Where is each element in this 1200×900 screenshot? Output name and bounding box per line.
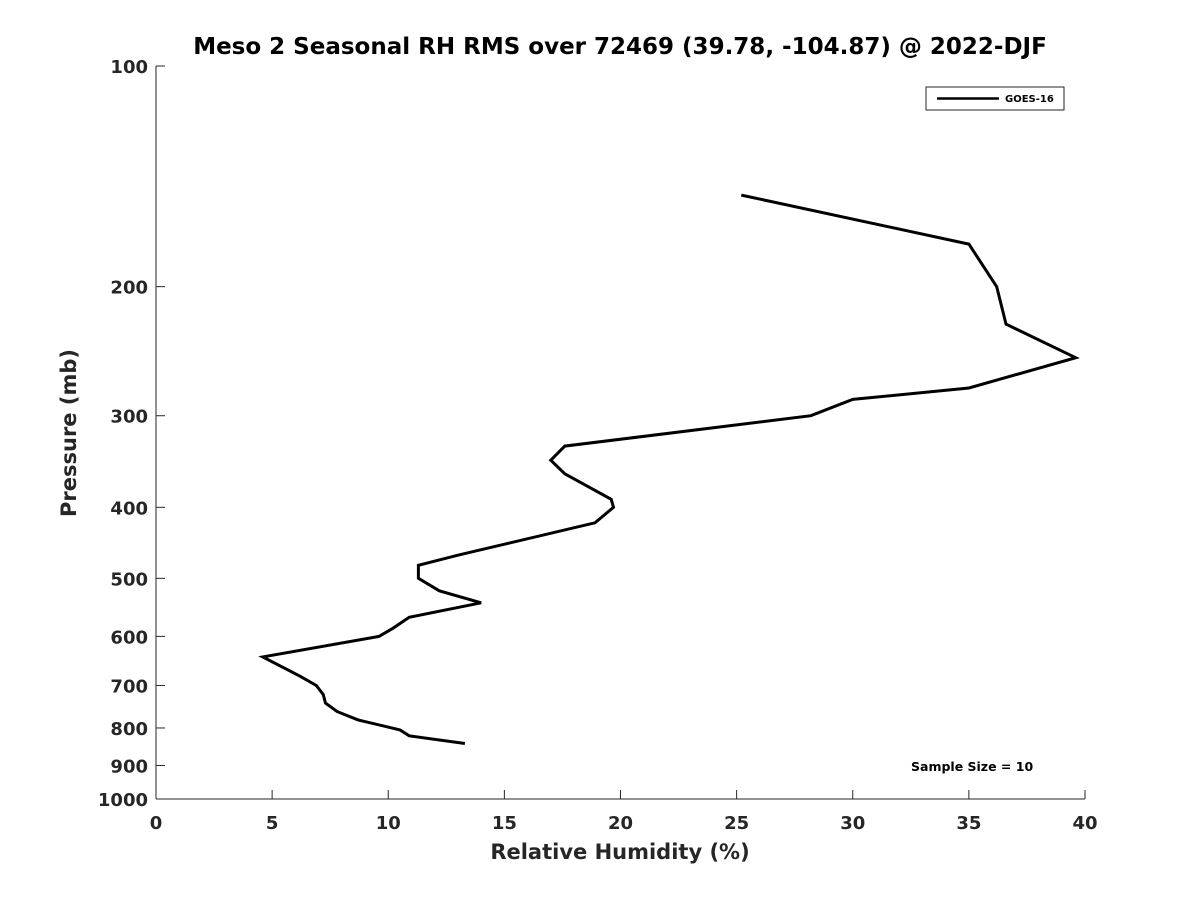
y-tick-label: 900	[110, 756, 148, 777]
y-tick-label: 700	[110, 676, 148, 697]
y-tick-label: 1000	[98, 790, 148, 811]
series-line-goes-16	[258, 193, 1080, 745]
x-tick-label: 25	[724, 813, 749, 834]
y-tick-label: 800	[110, 719, 148, 740]
y-tick-label: 100	[110, 57, 148, 78]
x-axis-label: Relative Humidity (%)	[490, 840, 749, 864]
plot-area	[156, 66, 1085, 799]
x-tick-label: 10	[376, 813, 401, 834]
y-tick-label: 300	[110, 407, 148, 428]
x-tick-label: 20	[608, 813, 633, 834]
x-tick-label: 40	[1072, 813, 1097, 834]
legend-label-goes-16: GOES-16	[1005, 94, 1054, 105]
legend: GOES-16	[925, 86, 1065, 111]
y-axis-ticks: 100 200 300 400 500 600 700 800 900 1000	[98, 57, 165, 811]
x-tick-label: 5	[266, 813, 279, 834]
chart-title: Meso 2 Seasonal RH RMS over 72469 (39.78…	[193, 34, 1047, 60]
y-tick-label: 600	[110, 627, 148, 648]
y-tick-label: 200	[110, 278, 148, 299]
series-group	[258, 193, 1080, 745]
y-axis-label: Pressure (mb)	[57, 349, 81, 517]
y-tick-label: 500	[110, 569, 148, 590]
x-axis-ticks: 0 5 10 15 20 25 30 35 40	[150, 790, 1098, 834]
sample-size-annotation: Sample Size = 10	[911, 759, 1033, 774]
x-tick-label: 30	[840, 813, 865, 834]
y-tick-label: 400	[110, 498, 148, 519]
x-tick-label: 35	[956, 813, 981, 834]
x-tick-label: 0	[150, 813, 163, 834]
x-tick-label: 15	[492, 813, 517, 834]
